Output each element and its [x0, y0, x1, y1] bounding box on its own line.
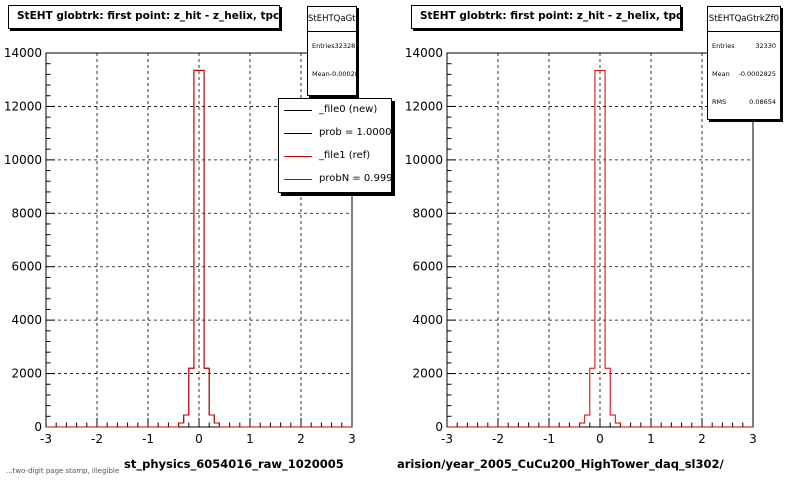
right-y-tick-label: 2000: [412, 367, 443, 381]
left-stats-entries-row: Entries 32328: [308, 32, 356, 60]
right-x-tick-label: 1: [647, 432, 655, 446]
right-x-tick-label: 3: [749, 432, 757, 446]
page-footer-stamp: ...two-digit page stamp, illegible: [6, 467, 120, 475]
left-x-axis-title: st_physics_6054016_raw_1020005: [124, 457, 344, 471]
left-x-tick-label: 3: [348, 432, 356, 446]
left-stats-entries-value: 32328: [334, 42, 356, 50]
left-panel-title: StEHT globtrk: first point: z_hit - z_he…: [8, 5, 280, 29]
left-stats-mean-row: Mean -0.000281: [308, 60, 356, 88]
left-stats-entries-label: Entries: [312, 42, 335, 50]
left-x-tick-label: 1: [246, 432, 254, 446]
right-stats-entries-label: Entries: [712, 42, 735, 50]
left-stats-mean-label: Mean: [312, 70, 330, 78]
right-stats-entries-row: Entries 32330: [708, 32, 780, 60]
left-y-tick-label: 8000: [11, 206, 42, 220]
left-y-tick-label: 0: [34, 420, 42, 434]
legend-entry-file0: _file0 (new): [279, 99, 391, 122]
right-y-tick-label: 4000: [412, 313, 443, 327]
right-stats-mean-value: -0.0002825: [738, 70, 777, 78]
right-stats-name: StEHTQaGtrkZf0: [708, 7, 780, 32]
right-stats-mean-label: Mean: [712, 70, 730, 78]
right-histogram-series-0: [447, 69, 753, 428]
right-stats-mean-row: Mean -0.0002825: [708, 60, 780, 88]
legend-line-sample: [284, 156, 312, 157]
left-y-tick-label: 2000: [11, 367, 42, 381]
right-stats-entries-value: 32330: [755, 42, 776, 50]
right-stats-rms-row: RMS 0.08654: [708, 88, 780, 116]
left-x-tick-label: 0: [195, 432, 203, 446]
legend-entry-file1: _file1 (ref): [279, 145, 391, 168]
legend-line-sample: [284, 133, 312, 134]
left-stats-name: StEHTQaGtrkZf0: [308, 7, 356, 32]
right-x-tick-label: -3: [441, 432, 453, 446]
right-y-tick-label: 8000: [412, 206, 443, 220]
legend-line-sample: [284, 110, 312, 111]
left-y-tick-label: 6000: [11, 260, 42, 274]
left-stats-mean-value: -0.000281: [329, 70, 356, 78]
right-y-tick-label: 10000: [405, 153, 443, 167]
right-y-tick-label: 0: [435, 420, 443, 434]
legend-entry-prob: prob = 1.000000: [279, 122, 391, 145]
left-histogram-series-1: [46, 69, 352, 428]
right-x-tick-label: -2: [492, 432, 504, 446]
left-x-tick-label: -1: [142, 432, 154, 446]
legend-label: probN = 0.999984: [319, 173, 392, 184]
right-stats-rms-label: RMS: [712, 98, 727, 106]
left-y-tick-label: 12000: [4, 99, 42, 113]
left-y-tick-label: 4000: [11, 313, 42, 327]
right-panel-title: StEHT globtrk: first point: z_hit - z_he…: [411, 5, 681, 29]
right-stats-box: StEHTQaGtrkZf0 Entries 32330 Mean -0.000…: [707, 6, 781, 120]
right-y-tick-label: 14000: [405, 46, 443, 60]
left-x-tick-label: 2: [297, 432, 305, 446]
right-y-tick-label: 6000: [412, 260, 443, 274]
left-y-tick-label: 10000: [4, 153, 42, 167]
right-stats-rms-value: 0.08654: [749, 98, 776, 106]
legend-label: _file1 (ref): [319, 150, 371, 161]
legend-label: _file0 (new): [319, 104, 378, 115]
legend-label: prob = 1.000000: [319, 127, 392, 138]
right-x-axis-title: arision/year_2005_CuCu200_HighTower_daq_…: [397, 457, 724, 471]
left-y-tick-label: 14000: [4, 46, 42, 60]
right-x-tick-label: 2: [698, 432, 706, 446]
right-x-tick-label: -1: [543, 432, 555, 446]
right-x-tick-label: 0: [596, 432, 604, 446]
legend-entry-probn: probN = 0.999984: [279, 168, 391, 191]
legend-line-sample: [284, 179, 312, 180]
left-legend: _file0 (new) prob = 1.000000 _file1 (ref…: [278, 98, 392, 193]
left-x-tick-label: -3: [40, 432, 52, 446]
right-y-tick-label: 12000: [405, 99, 443, 113]
left-stats-box: StEHTQaGtrkZf0 Entries 32328 Mean -0.000…: [307, 6, 357, 96]
left-x-tick-label: -2: [91, 432, 103, 446]
